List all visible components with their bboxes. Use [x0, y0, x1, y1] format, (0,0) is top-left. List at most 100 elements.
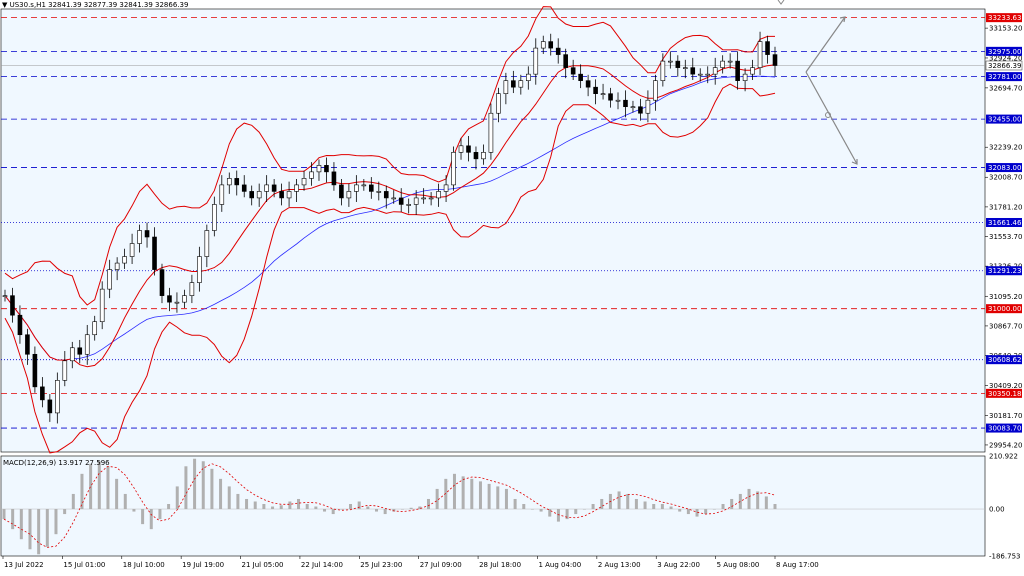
macd-histogram-bar	[357, 501, 361, 510]
macd-histogram-bar	[219, 478, 223, 510]
macd-histogram-bar	[764, 496, 768, 510]
x-tick-label: 2 Aug 13:00	[598, 561, 641, 569]
bollinger-middle-band	[4, 64, 776, 368]
macd-histogram-bar	[375, 509, 379, 512]
candle-body	[496, 93, 501, 114]
candle-body	[682, 67, 688, 69]
macd-histogram-bar	[686, 509, 690, 515]
candle-body	[533, 47, 539, 75]
x-tick-label: 5 Aug 08:00	[717, 561, 760, 569]
macd-histogram-bar	[530, 509, 534, 510]
macd-histogram-bar	[158, 509, 162, 520]
macd-histogram-bar	[331, 509, 335, 515]
candle-body	[540, 41, 546, 49]
candle-body	[324, 165, 329, 173]
candle-body	[615, 99, 621, 102]
candle-body	[585, 80, 591, 88]
candle-body	[55, 380, 60, 414]
macd-signal-line	[3, 463, 776, 548]
candle-body	[421, 197, 426, 200]
candle-body	[316, 165, 322, 173]
y-tick-label: 31553.70	[989, 233, 1022, 241]
candle-body	[406, 204, 411, 206]
candle-body	[600, 93, 606, 95]
macd-histogram-bar	[617, 491, 621, 510]
macd-histogram-bar	[253, 501, 257, 510]
candle-body	[69, 347, 75, 362]
macd-histogram-bar	[63, 509, 67, 515]
macd-histogram-bar	[643, 501, 647, 510]
price-level-tag	[986, 163, 1022, 173]
candle-body	[630, 106, 636, 109]
candle-body	[369, 184, 374, 192]
y-tick-label: 30181.70	[989, 412, 1022, 420]
candle-body	[772, 54, 778, 66]
macd-histogram-bar	[141, 509, 145, 525]
price-level-tag	[986, 46, 1022, 56]
candle-body	[526, 73, 531, 81]
candle-body	[653, 80, 658, 101]
macd-histogram-bar	[323, 509, 327, 512]
price-level-label: 32083.00	[988, 164, 1021, 172]
macd-histogram-bar	[37, 509, 41, 555]
current-price-label: 32866.39	[988, 62, 1021, 70]
candle-body	[226, 178, 232, 186]
macd-histogram-bar	[652, 504, 656, 510]
candle-body	[25, 334, 30, 355]
price-level-label: 32455.00	[988, 116, 1021, 124]
x-tick-label: 8 Aug 17:00	[776, 561, 819, 569]
macd-histogram-bar	[574, 509, 578, 515]
candle-body	[279, 191, 284, 199]
candle-body	[511, 80, 516, 88]
macd-histogram-bar	[132, 509, 136, 512]
candle-body	[219, 184, 225, 205]
macd-histogram-bar	[54, 509, 58, 535]
macd-histogram-bar	[634, 498, 638, 510]
macd-histogram-bar	[366, 506, 370, 510]
candle-body	[249, 191, 254, 199]
macd-histogram-bar	[97, 461, 101, 510]
macd-histogram-bar	[470, 478, 474, 510]
price-plot-area	[0, 8, 986, 453]
candle-body	[174, 301, 180, 304]
candle-body	[742, 73, 748, 81]
candle-body	[122, 256, 127, 264]
current-price-tag	[985, 60, 1023, 71]
macd-histogram-bar	[80, 473, 84, 510]
macd-histogram-bar	[582, 509, 586, 510]
candle-body	[354, 184, 359, 192]
macd-histogram-bar	[591, 504, 595, 510]
macd-histogram-bar	[305, 504, 309, 510]
macd-histogram-bar	[340, 509, 344, 510]
macd-histogram-bar	[210, 468, 214, 510]
macd-histogram-bar	[695, 509, 699, 517]
macd-y-tick-label: 0.00	[989, 506, 1005, 514]
y-tick-label: 29954.20	[989, 441, 1022, 449]
macd-histogram-bar	[11, 509, 15, 530]
macd-histogram-bar	[89, 463, 93, 510]
candle-body	[660, 60, 666, 81]
candle-body	[638, 106, 643, 114]
macd-histogram-bar	[504, 488, 508, 510]
symbol-header: ▼ US30.s,H1 32841.39 32877.39 32841.39 3…	[2, 1, 189, 9]
x-tick-label: 1 Aug 04:00	[538, 561, 581, 569]
macd-histogram-bar	[738, 493, 742, 510]
projection-midpoint-marker	[825, 112, 831, 118]
macd-histogram-bar	[297, 498, 301, 510]
macd-histogram-bar	[2, 509, 6, 520]
price-level-tag	[986, 355, 1022, 365]
y-tick-label: 32924.20	[989, 54, 1022, 62]
candle-body	[473, 152, 479, 160]
price-level-label: 30608.62	[988, 356, 1021, 364]
candle-body	[383, 191, 389, 199]
macd-histogram-bar	[106, 466, 110, 510]
candle-body	[271, 184, 277, 192]
candle-body	[152, 236, 157, 270]
macd-histogram-bar	[444, 478, 448, 510]
macd-histogram-bar	[626, 493, 630, 510]
candle-body	[309, 171, 314, 179]
x-tick-label: 21 Jul 05:00	[242, 561, 284, 569]
macd-histogram-bar	[565, 509, 569, 520]
y-tick-label: 32694.70	[989, 84, 1022, 92]
macd-histogram-bar	[556, 509, 560, 522]
